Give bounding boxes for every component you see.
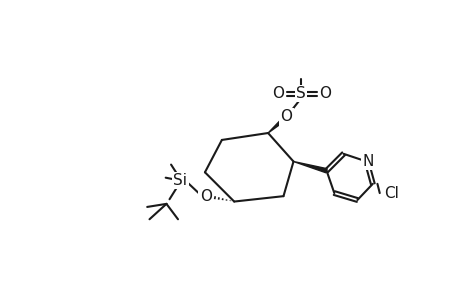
Text: Si: Si: [173, 173, 187, 188]
Text: O: O: [272, 86, 284, 101]
Text: Cl: Cl: [383, 186, 398, 201]
Text: O: O: [199, 189, 211, 204]
Text: O: O: [319, 86, 330, 101]
Text: O: O: [280, 110, 292, 124]
Text: N: N: [362, 154, 373, 169]
Polygon shape: [268, 116, 286, 133]
Polygon shape: [293, 161, 326, 173]
Text: S: S: [296, 86, 305, 101]
